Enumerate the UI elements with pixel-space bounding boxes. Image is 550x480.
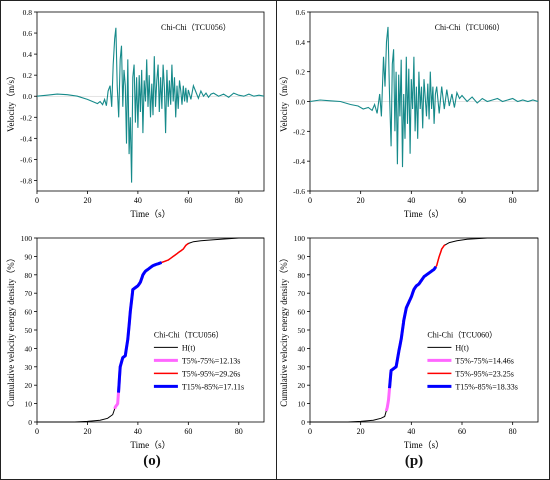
y-tick-label: 10 bbox=[25, 400, 33, 409]
y-tick-label: 90 bbox=[25, 252, 33, 261]
x-tick-label: 0 bbox=[308, 196, 312, 205]
x-tick-label: 40 bbox=[407, 427, 415, 436]
x-tick-label: 80 bbox=[509, 196, 517, 205]
x-tick-label: 0 bbox=[35, 427, 39, 436]
y-tick-label: 0.2 bbox=[296, 68, 306, 77]
y-tick-label: 0.0 bbox=[23, 92, 33, 101]
plot-frame bbox=[309, 237, 539, 423]
legend-entry-label: H(t) bbox=[182, 343, 196, 352]
velocity-series-line bbox=[36, 27, 265, 183]
ht-series-line bbox=[310, 237, 538, 423]
x-tick-label: 40 bbox=[134, 196, 142, 205]
duration-segment-t5-75- bbox=[384, 277, 425, 412]
plot-frame bbox=[36, 11, 265, 192]
x-tick-label: 40 bbox=[407, 196, 415, 205]
energy-chart-tcu056: 0 20 40 60 80 0 10 20 30 40 50 60 70 80 90 100 Time（s） Cu… bbox=[6, 234, 265, 450]
chart-title: Chi-Chi（TCU060） bbox=[435, 23, 505, 32]
velocity-chart-tcu060: 0 20 40 60 80 -0.6 -0.4 -0.2 0.0 0.2 0.4 0.6 Time（s）… bbox=[279, 8, 539, 219]
y-tick-label: 0 bbox=[301, 418, 305, 427]
x-tick-label: 0 bbox=[35, 196, 39, 205]
y-tick-label: 0.6 bbox=[23, 29, 33, 38]
y-tick-label: -0.6 bbox=[20, 155, 32, 164]
x-tick-label: 20 bbox=[83, 427, 91, 436]
velocity-chart-tcu056: 0 20 40 60 80 -0.8 -0.6 -0.4 -0.2 0.0 0.2 0.4 0.6 0.8… bbox=[6, 8, 265, 219]
x-tick-label: 80 bbox=[509, 427, 517, 436]
y-tick-label: 100 bbox=[21, 234, 33, 243]
legend-title: Chi-Chi（TCU056） bbox=[154, 330, 224, 339]
y-tick-label: -0.2 bbox=[20, 113, 32, 122]
y-tick-label: 0.0 bbox=[296, 98, 306, 107]
y-tick-label: 60 bbox=[298, 308, 306, 317]
y-axis-label: Cumulative velocity energy density（%） bbox=[6, 253, 16, 407]
y-tick-label: 30 bbox=[25, 363, 33, 372]
legend-entry-label: T5%-75%=14.46s bbox=[455, 356, 514, 365]
x-tick-label: 60 bbox=[458, 427, 466, 436]
energy-chart-tcu060: 0 20 40 60 80 0 10 20 30 40 50 60 70 80 90 100 Time（s） Cu… bbox=[279, 234, 539, 450]
y-tick-label: 40 bbox=[298, 344, 306, 353]
y-tick-label: -0.2 bbox=[293, 127, 305, 136]
y-tick-label: 70 bbox=[298, 289, 306, 298]
legend-entry-label: T15%-85%=17.11s bbox=[182, 382, 244, 391]
y-tick-label: 80 bbox=[298, 271, 306, 280]
legend-entry-label: T5%-95%=23.25s bbox=[455, 369, 514, 378]
x-tick-label: 80 bbox=[235, 427, 243, 436]
y-axis-label: Cumulative velocity energy density（%） bbox=[279, 253, 289, 407]
chart-title: Chi-Chi（TCU056） bbox=[161, 23, 231, 32]
x-axis-label: Time（s） bbox=[404, 440, 444, 450]
y-tick-label: -0.4 bbox=[20, 134, 32, 143]
x-tick-label: 0 bbox=[308, 427, 312, 436]
y-tick-label: 0.4 bbox=[23, 50, 33, 59]
y-tick-label: 50 bbox=[298, 326, 306, 335]
x-tick-label: 20 bbox=[357, 427, 365, 436]
y-tick-label: 0.8 bbox=[23, 8, 33, 17]
y-tick-label: 90 bbox=[298, 252, 306, 261]
y-axis-label: Velocity（m/s） bbox=[279, 71, 289, 132]
legend-entry-label: H(t) bbox=[455, 343, 469, 352]
y-tick-label: -0.8 bbox=[20, 176, 32, 185]
y-tick-label: 0.4 bbox=[296, 38, 306, 47]
y-axis-label: Velocity（m/s） bbox=[6, 71, 16, 132]
y-tick-label: 0.6 bbox=[296, 8, 306, 17]
velocity-series-line bbox=[309, 26, 539, 168]
legend-entry-label: T5%-95%=29.26s bbox=[182, 369, 241, 378]
x-tick-label: 80 bbox=[235, 196, 243, 205]
x-tick-label: 40 bbox=[134, 427, 142, 436]
y-tick-label: -0.6 bbox=[293, 187, 305, 196]
y-tick-label: 60 bbox=[25, 308, 33, 317]
x-tick-label: 60 bbox=[184, 427, 192, 436]
y-tick-label: 0.2 bbox=[23, 71, 33, 80]
legend-title: Chi-Chi（TCU060） bbox=[427, 330, 497, 339]
x-axis-label: Time（s） bbox=[404, 209, 444, 219]
y-tick-label: 70 bbox=[25, 289, 33, 298]
y-tick-label: 30 bbox=[298, 363, 306, 372]
x-tick-label: 60 bbox=[458, 196, 466, 205]
y-tick-label: 80 bbox=[25, 271, 33, 280]
y-tick-label: 0 bbox=[28, 418, 32, 427]
x-axis-label: Time（s） bbox=[130, 209, 170, 219]
y-tick-label: 20 bbox=[298, 381, 306, 390]
y-tick-label: 40 bbox=[25, 344, 33, 353]
duration-segment-t15-85- bbox=[117, 261, 163, 393]
x-tick-label: 20 bbox=[357, 196, 365, 205]
panel-label-p: (p) bbox=[404, 453, 424, 469]
panel-label-o: (o) bbox=[143, 453, 161, 469]
x-axis-label: Time（s） bbox=[130, 440, 170, 450]
legend-entry-label: T5%-75%=12.13s bbox=[182, 356, 241, 365]
x-tick-label: 60 bbox=[184, 196, 192, 205]
y-tick-label: -0.4 bbox=[293, 157, 305, 166]
y-tick-label: 10 bbox=[298, 400, 306, 409]
x-tick-label: 20 bbox=[83, 196, 91, 205]
duration-segment-t15-85- bbox=[388, 265, 438, 389]
y-tick-label: 100 bbox=[294, 234, 306, 243]
y-tick-label: 20 bbox=[25, 381, 33, 390]
y-tick-label: 50 bbox=[25, 326, 33, 335]
legend-entry-label: T15%-85%=18.33s bbox=[455, 382, 518, 391]
